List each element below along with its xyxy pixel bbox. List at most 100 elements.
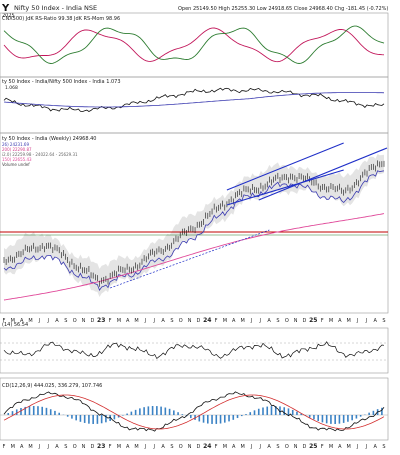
month-tick-label: O — [179, 318, 183, 324]
month-tick-label: M — [134, 444, 138, 450]
macd-hist-bar — [245, 414, 247, 415]
macd-hist-bar — [296, 412, 298, 415]
month-tick-label: J — [365, 318, 367, 324]
month-tick-label: O — [73, 318, 77, 324]
macd-hist-bar — [232, 415, 234, 420]
macd-hist-bar — [368, 413, 370, 415]
macd-hist-bar — [215, 415, 217, 424]
macd-hist-bar — [16, 409, 18, 415]
macd-hist-bar — [88, 415, 90, 424]
macd-hist-bar — [351, 415, 353, 420]
index-name: Nifty 50 Index - India NSE — [14, 4, 97, 12]
macd-hist-bar — [177, 412, 179, 415]
month-tick-label: N — [188, 444, 192, 450]
month-tick-label: A — [338, 318, 342, 324]
month-tick-label: M — [117, 444, 121, 450]
month-tick-label: M — [346, 444, 350, 450]
month-tick-label: D — [303, 318, 307, 324]
macd-hist-bar — [228, 415, 230, 421]
month-tick-label: J — [356, 444, 358, 450]
macd-hist-bar — [292, 410, 294, 415]
month-tick-label: O — [285, 318, 289, 324]
macd-hist-bar — [360, 415, 362, 417]
month-tick-label: J — [250, 444, 252, 450]
month-tick-label: M — [329, 444, 333, 450]
month-tick-label: S — [170, 318, 173, 324]
macd-hist-bar — [37, 406, 39, 415]
macd-hist-bar — [271, 406, 273, 415]
month-tick-label: J — [38, 318, 40, 324]
macd-hist-bar — [347, 415, 349, 422]
month-tick-label: J — [152, 444, 154, 450]
macd-hist-bar — [220, 415, 222, 423]
ohlc-readout: Open 25149.50 High 25255.30 Low 24918.65… — [178, 6, 388, 12]
month-tick-label: A — [20, 444, 24, 450]
month-tick-label: 25 — [309, 443, 317, 450]
month-tick-label: D — [90, 444, 94, 450]
month-tick-label: J — [152, 318, 154, 324]
macd-hist-bar — [326, 415, 328, 423]
month-tick-label: O — [179, 444, 183, 450]
month-tick-label: M — [28, 318, 32, 324]
month-tick-label: M — [28, 444, 32, 450]
month-tick-label: F — [321, 444, 324, 450]
panel-relative — [0, 77, 388, 133]
macd-hist-bar — [211, 415, 213, 424]
month-tick-label: A — [126, 318, 130, 324]
month-tick-label: 23 — [97, 443, 105, 450]
month-tick-label: D — [90, 318, 94, 324]
month-tick-label: M — [240, 318, 244, 324]
month-tick-label: O — [73, 444, 77, 450]
month-tick-label: S — [170, 444, 173, 450]
macd-hist-bar — [148, 406, 150, 415]
macd-hist-bar — [160, 407, 162, 415]
macd-signal-line — [4, 395, 384, 429]
month-tick-label: F — [109, 444, 112, 450]
month-tick-label: S — [64, 318, 67, 324]
month-tick-label: N — [82, 318, 86, 324]
month-tick-label: S — [382, 444, 385, 450]
price-area — [0, 143, 388, 300]
macd-hist-bar — [33, 406, 35, 415]
rs-momentum-line — [4, 26, 384, 63]
month-tick-label: 25 — [309, 317, 317, 324]
month-tick-label: D — [303, 444, 307, 450]
month-tick-label: F — [321, 318, 324, 324]
macd-hist-bar — [173, 410, 175, 415]
macd-hist-bar — [262, 407, 264, 415]
macd-hist-bar — [266, 407, 268, 415]
macd-area — [0, 392, 388, 431]
macd-hist-bar — [313, 415, 315, 419]
month-tick-label: M — [134, 318, 138, 324]
macd-hist-bar — [126, 414, 128, 415]
macd-hist-bar — [339, 415, 341, 424]
macd-hist-bar — [29, 406, 31, 415]
macd-hist-bar — [101, 415, 103, 423]
month-tick-label: J — [144, 318, 146, 324]
month-tick-label: J — [356, 318, 358, 324]
macd-hist-bar — [373, 411, 375, 415]
month-tick-label: F — [3, 444, 6, 450]
month-tick-label: A — [232, 318, 236, 324]
month-tick-label: N — [82, 444, 86, 450]
month-tick-label: A — [161, 444, 165, 450]
macd-hist-bar — [156, 406, 158, 415]
macd-hist-bar — [190, 415, 192, 418]
macd-hist-bar — [75, 415, 77, 420]
relative-ma-line — [4, 93, 384, 108]
rsi-label: (14) 56.54 — [2, 322, 28, 328]
month-tick-label: J — [259, 444, 261, 450]
month-tick-label: F — [3, 318, 6, 324]
month-tick-label: J — [259, 318, 261, 324]
macd-hist-bar — [203, 415, 205, 423]
macd-hist-bar — [67, 415, 69, 417]
month-tick-label: J — [250, 318, 252, 324]
macd-hist-bar — [309, 415, 311, 418]
macd-hist-bar — [131, 412, 133, 415]
month-tick-label: M — [117, 318, 121, 324]
month-tick-label: F — [109, 318, 112, 324]
month-tick-label: M — [223, 318, 227, 324]
month-tick-label: A — [338, 444, 342, 450]
